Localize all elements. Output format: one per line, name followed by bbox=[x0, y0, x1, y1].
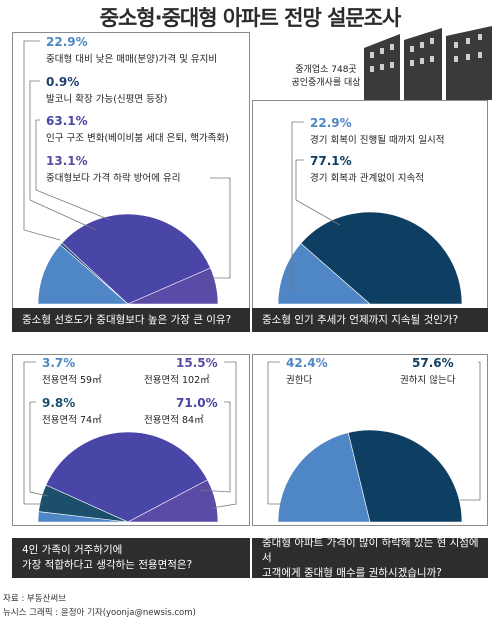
p4-label-1: 권하지 않는다 bbox=[400, 375, 456, 386]
question-bar-4: 중대형 아파트 가격이 많이 하락해 있는 현 시점에서 고객에게 중대형 매수… bbox=[252, 536, 488, 579]
p1-pct-0: 22.9% bbox=[46, 35, 88, 49]
leader-line-10 bbox=[267, 361, 282, 505]
p4-pct-1: 57.6% bbox=[412, 356, 454, 370]
chart3-slice-2 bbox=[45, 431, 208, 523]
leader-line-5 bbox=[295, 159, 341, 226]
chart2-slice-1 bbox=[300, 211, 463, 305]
question-bar-2: 중소형 인기 추세가 언제까지 지속될 것인가? bbox=[252, 308, 488, 332]
chart3-slice-3 bbox=[127, 479, 219, 523]
question-3-line1: 4인 가족이 거주하기에 bbox=[22, 544, 123, 556]
survey-note: 중개업소 748곳 공인중개사를 대상 bbox=[286, 64, 366, 90]
p1-label-2: 인구 구조 변화(베이비붐 세대 은퇴, 핵가족화) bbox=[46, 133, 229, 144]
chart4-slice-1 bbox=[347, 429, 463, 523]
page-title: 중소형·중대형 아파트 전망 설문조사 bbox=[99, 6, 402, 30]
credit-text: 뉴시스 그래픽 : 윤정아 기자(yoonja@newsis.com) bbox=[3, 608, 196, 618]
p3-label-2: 전용면적 84㎡ bbox=[144, 415, 204, 426]
leader-line-3 bbox=[210, 177, 231, 279]
p1-label-0: 중대형 대비 낮은 매매(분양)가격 및 유지비 bbox=[46, 54, 218, 65]
p3-label-1: 전용면적 74㎡ bbox=[42, 415, 102, 426]
p2-label-0: 경기 회복이 진행될 때까지 일시적 bbox=[310, 135, 445, 146]
p1-pct-1: 0.9% bbox=[46, 75, 80, 89]
building-illustration bbox=[364, 26, 492, 100]
leader-line-4 bbox=[291, 121, 304, 291]
leader-line-6 bbox=[23, 361, 42, 505]
p3-pct-2: 71.0% bbox=[176, 396, 218, 410]
question-2-text: 중소형 인기 추세가 언제까지 지속될 것인가? bbox=[262, 313, 459, 326]
question-bar-3: 4인 가족이 거주하기에 가장 적합하다고 생각하는 전용면적은? bbox=[12, 538, 250, 578]
leader-line-0 bbox=[23, 40, 61, 241]
p3-pct-1: 9.8% bbox=[42, 396, 76, 410]
p2-pct-0: 22.9% bbox=[310, 116, 352, 130]
p2-pct-1: 77.1% bbox=[310, 154, 352, 168]
p2-label-1: 경기 회복과 관계없이 지속적 bbox=[310, 173, 424, 184]
p1-pct-2: 63.1% bbox=[46, 114, 88, 128]
chart1-slice-3 bbox=[127, 267, 219, 305]
chart2-slice-0 bbox=[277, 242, 371, 305]
source-text: 자료 : 부동산써브 bbox=[3, 594, 67, 604]
chart1-slice-0 bbox=[37, 244, 129, 305]
question-3-line2: 가장 적합하다고 생각하는 전용면적은? bbox=[22, 559, 193, 571]
survey-note-line2: 공인중개사를 대상 bbox=[291, 78, 361, 88]
chart1-slice-2 bbox=[61, 213, 211, 305]
question-4-line1: 중대형 아파트 가격이 많이 하락해 있는 현 시점에서 bbox=[262, 536, 479, 564]
p4-pct-0: 42.4% bbox=[286, 356, 328, 370]
chart4-slice-0 bbox=[277, 432, 371, 523]
p1-label-3: 중대형보다 가격 하락 방어에 유리 bbox=[46, 173, 181, 184]
question-bar-1: 중소형 선호도가 중대형보다 높은 가장 큰 이유? bbox=[12, 308, 250, 332]
question-1-text: 중소형 선호도가 중대형보다 높은 가장 큰 이유? bbox=[22, 313, 232, 326]
p3-pct-0: 3.7% bbox=[42, 356, 76, 370]
survey-note-line1: 중개업소 748곳 bbox=[295, 65, 357, 75]
leader-line-8 bbox=[211, 361, 237, 509]
leader-line-1 bbox=[29, 80, 97, 231]
leader-line-9 bbox=[199, 401, 231, 493]
p4-label-0: 권한다 bbox=[286, 375, 313, 386]
leader-line-11 bbox=[460, 361, 481, 501]
p1-label-1: 발코니 확장 가능(신평면 등장) bbox=[46, 94, 168, 105]
question-4-line2: 고객에게 중대형 매수를 권하시겠습니까? bbox=[262, 566, 442, 579]
p1-pct-3: 13.1% bbox=[46, 154, 88, 168]
leader-line-2 bbox=[35, 119, 111, 221]
leader-line-7 bbox=[29, 401, 49, 497]
p3-pct-3: 15.5% bbox=[176, 356, 218, 370]
p3-label-0: 전용면적 59㎡ bbox=[42, 375, 102, 386]
p3-label-3: 전용면적 102㎡ bbox=[144, 375, 210, 386]
